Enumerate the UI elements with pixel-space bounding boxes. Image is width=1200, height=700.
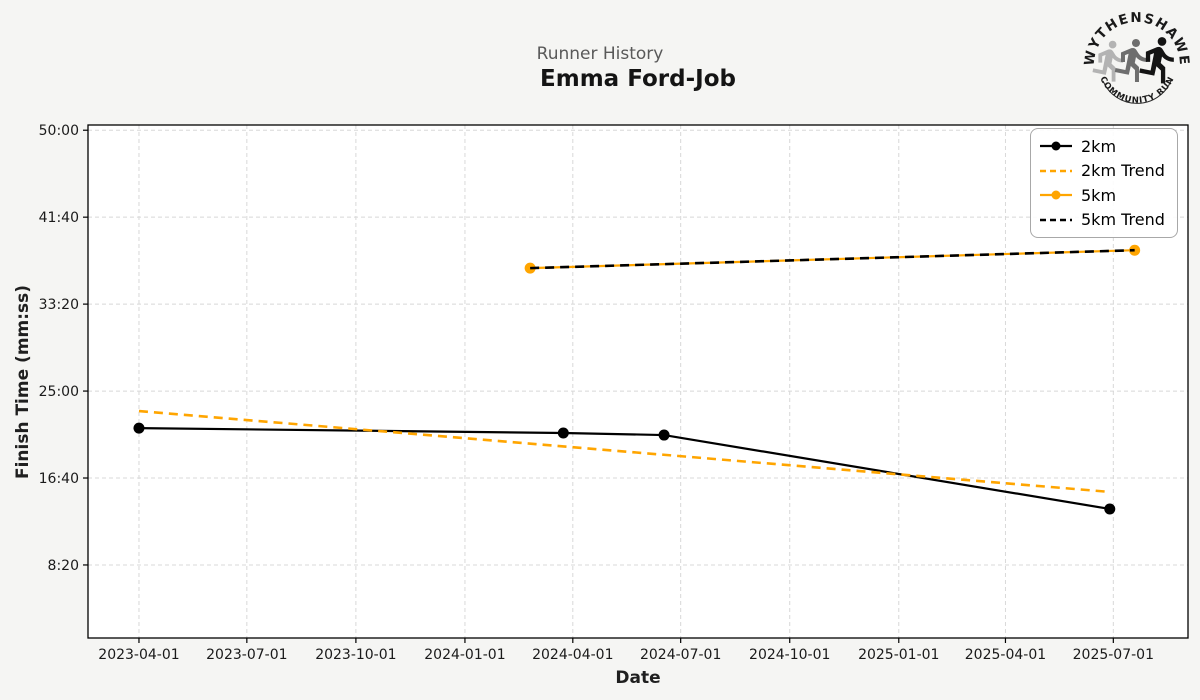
chart-title: Emma Ford-Job	[540, 66, 736, 92]
y-axis-label: Finish Time (mm:ss)	[13, 285, 33, 479]
series-line-5km-trend	[530, 248, 1135, 270]
x-tick-label: 2023-07-01	[206, 647, 287, 663]
x-tick-label: 2024-10-01	[749, 647, 830, 663]
runner-silhouette-icon	[1114, 38, 1147, 82]
plot-frame	[87, 124, 1189, 639]
legend-marker-sample	[1051, 190, 1061, 200]
legend-label: 5km	[1081, 185, 1117, 205]
axis-ticks: 2023-04-01 2023-07-01 2023-10-01 2024-01-01…	[39, 123, 1154, 663]
data-point-2km-2023-04-01	[133, 422, 145, 434]
plot-area	[88, 125, 1188, 638]
legend-marker-sample	[1051, 141, 1061, 151]
x-tick-label: 2024-07-01	[640, 647, 721, 663]
legend-label: 5km Trend	[1081, 210, 1165, 230]
x-tick-label: 2024-01-01	[424, 647, 505, 663]
x-tick-label: 2024-04-01	[532, 647, 613, 663]
gridlines	[88, 125, 1188, 638]
x-axis-label: Date	[615, 668, 660, 688]
x-tick-label: 2023-10-01	[315, 647, 396, 663]
y-tick-label: 33:20	[39, 297, 79, 313]
y-tick-label: 8:20	[48, 558, 79, 574]
logo-arc-line	[1102, 80, 1172, 104]
series-line-2km-trend	[138, 409, 1110, 494]
y-tick-label: 50:00	[39, 123, 79, 139]
data-point-2km-2024-03-24	[557, 427, 569, 439]
runner-silhouette-icon	[1139, 37, 1174, 84]
series-line-2km	[138, 427, 1110, 511]
data-point-2km-2025-06-28	[1104, 503, 1116, 515]
x-tick-label: 2025-07-01	[1073, 647, 1154, 663]
plot-border	[87, 124, 1189, 639]
data-series	[133, 244, 1141, 515]
chart-legend: 2km 2km Trend 5km 5km Trend	[1030, 128, 1178, 238]
legend-swatch-2km-icon	[1040, 141, 1072, 151]
legend-swatch-5km-trend-icon	[1040, 218, 1072, 222]
legend-label: 2km Trend	[1081, 161, 1165, 181]
legend-swatch-2km-trend-icon	[1040, 169, 1072, 173]
chart-subtitle: Runner History	[536, 44, 664, 64]
x-tick-label: 2025-01-01	[858, 647, 939, 663]
wythenshawe-community-run-logo: WYTHENSHAWE COMMUNITY RUN	[1082, 10, 1191, 106]
y-tick-label: 16:40	[39, 471, 79, 487]
legend-swatch-5km-icon	[1040, 190, 1072, 200]
x-tick-label: 2025-04-01	[965, 647, 1046, 663]
x-tick-label: 2023-04-01	[98, 647, 179, 663]
plot-background	[88, 125, 1188, 638]
y-tick-label: 41:40	[39, 210, 79, 226]
data-point-2km-2024-06-17	[658, 429, 670, 441]
legend-item-5km: 5km	[1039, 183, 1169, 208]
legend-label: 2km	[1081, 136, 1117, 156]
legend-item-2km-trend: 2km Trend	[1039, 159, 1169, 184]
legend-item-2km: 2km	[1039, 134, 1169, 159]
legend-item-5km-trend: 5km Trend	[1039, 208, 1169, 233]
y-tick-label: 25:00	[39, 384, 79, 400]
